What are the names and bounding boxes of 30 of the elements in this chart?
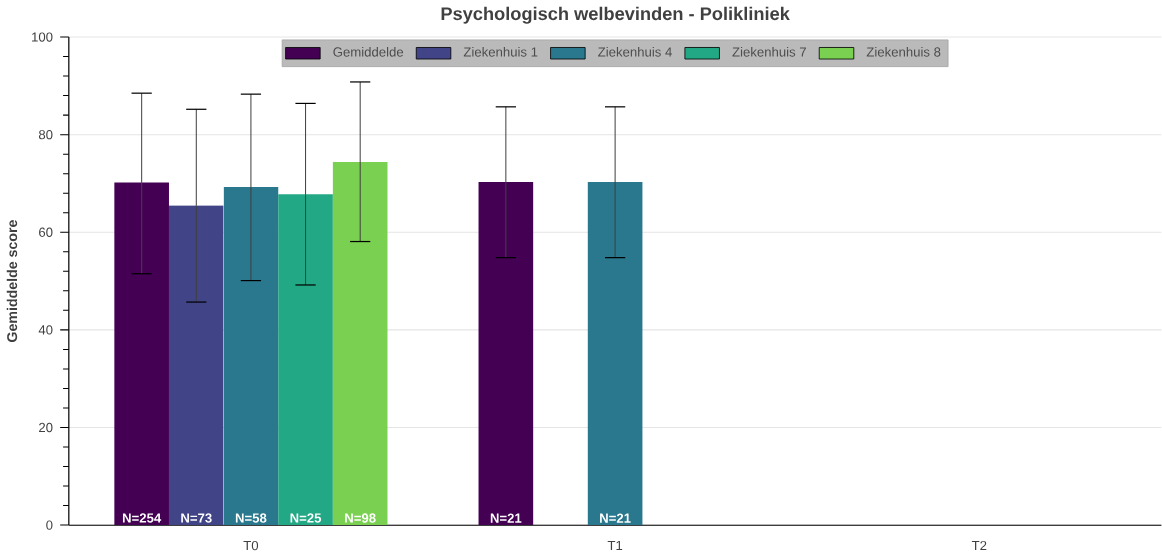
annotation: N=254 (122, 513, 162, 523)
x-tick-label: T0 (243, 540, 259, 551)
bar (114, 182, 169, 526)
bar (223, 186, 279, 526)
annotation: N=25 (290, 513, 322, 523)
chart-title: Psychologisch welbevinden - Polikliniek (441, 6, 790, 24)
annotation: N=58 (235, 513, 267, 523)
legend-label: Gemiddelde (333, 47, 404, 57)
x-tick-label: T2 (971, 540, 987, 551)
bar (478, 182, 534, 526)
annotation: N=21 (600, 513, 631, 523)
bar (168, 205, 224, 526)
y-tick-label: 80 (38, 130, 53, 140)
y-tick-label: 0 (46, 520, 53, 530)
legend-label: Ziekenhuis 7 (732, 47, 806, 57)
annotation: N=21 (490, 513, 522, 523)
y-tick-label: 20 (39, 422, 53, 433)
y-tick-label: 60 (39, 227, 53, 237)
annotation: N=73 (181, 513, 212, 523)
x-tick-label: T1 (607, 540, 623, 550)
y-tick-label: 40 (38, 325, 53, 335)
y-axis-title: Gemiddelde score (6, 220, 18, 342)
bar (587, 182, 643, 526)
annotation: N=98 (345, 513, 376, 523)
bar (332, 162, 388, 526)
y-tick-label: 100 (32, 32, 53, 42)
legend-label: Ziekenhuis 1 (463, 47, 538, 57)
legend-label: Ziekenhuis 4 (598, 47, 672, 57)
legend-label: Ziekenhuis 8 (866, 47, 941, 57)
bar (278, 194, 333, 526)
